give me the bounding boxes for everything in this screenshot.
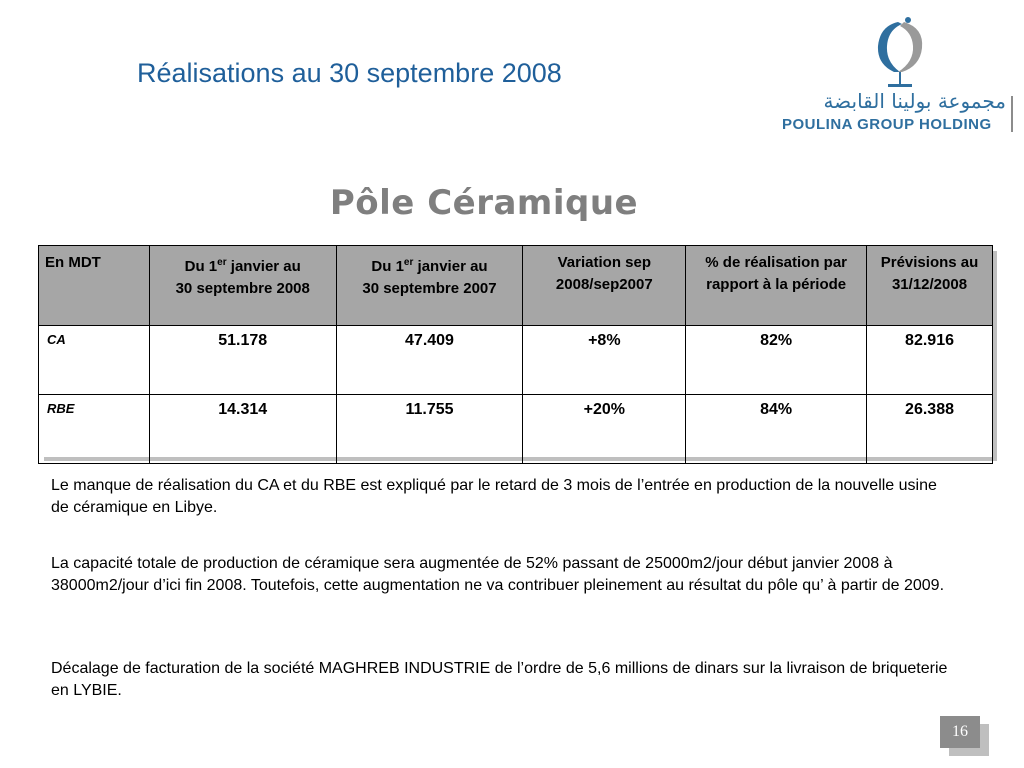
paragraph-3: Décalage de facturation de la société MA… <box>51 660 948 699</box>
table-cell: 11.755 <box>335 394 524 464</box>
table-cell: 26.388 <box>866 394 993 464</box>
page-number: 16 <box>940 716 980 748</box>
header-cell: Du 1er janvier au 30 septembre 2007 <box>335 245 524 326</box>
header-cell: % de réalisation par rapport à la périod… <box>685 245 868 326</box>
table-cell: 82.916 <box>866 325 993 395</box>
row-label: RBE <box>38 394 150 464</box>
table-cell: 14.314 <box>148 394 337 464</box>
table-row: CA 51.178 47.409 +8% 82% 82.916 <box>38 325 993 395</box>
paragraph-2: La capacité totale de production de céra… <box>51 555 945 594</box>
table-cell: 47.409 <box>335 325 524 395</box>
poulina-logo: مجموعة بولينا القابضة POULINA GROUP HOLD… <box>782 17 1013 133</box>
table-shadow <box>993 251 997 461</box>
table-cell: 84% <box>685 394 868 464</box>
table-row: RBE 14.314 11.755 +20% 84% 26.388 <box>38 394 993 464</box>
row-label: CA <box>38 325 150 395</box>
section-subtitle: Pôle Céramique <box>329 183 639 223</box>
header-cell: En MDT <box>38 245 150 326</box>
results-table: En MDT Du 1er janvier au 30 septembre 20… <box>38 245 993 464</box>
logo-emblem-icon <box>877 17 923 87</box>
table-cell: 82% <box>685 325 868 395</box>
table-header-row: En MDT Du 1er janvier au 30 septembre 20… <box>38 245 993 326</box>
table-cell: +20% <box>522 394 687 464</box>
header-cell: Variation sep 2008/sep2007 <box>522 245 687 326</box>
page-title: Réalisations au 30 septembre 2008 <box>137 58 562 88</box>
table-cell: 51.178 <box>148 325 337 395</box>
logo-latin-text: POULINA GROUP HOLDING <box>782 116 992 133</box>
logo-arabic-text: مجموعة بولينا القابضة <box>823 89 1006 113</box>
header-cell: Du 1er janvier au 30 septembre 2008 <box>148 245 337 326</box>
header-cell: Prévisions au 31/12/2008 <box>866 245 993 326</box>
paragraph-1: Le manque de réalisation du CA et du RBE… <box>51 477 937 516</box>
table-cell: +8% <box>522 325 687 395</box>
